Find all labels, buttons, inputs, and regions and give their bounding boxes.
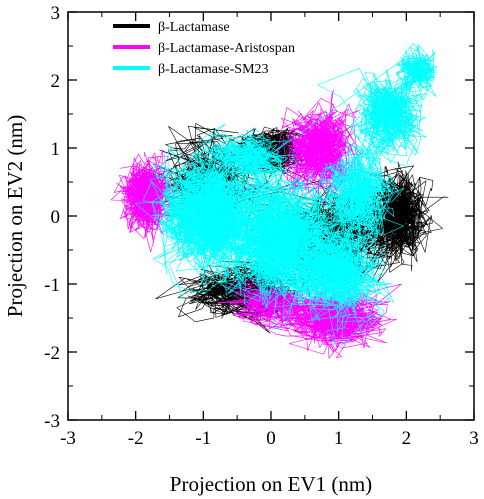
y-tick-label: -3	[44, 411, 60, 432]
axis-ticks: -3 -2 -1 0 1 2 3 -3 -2 -1 0 1 2 3	[44, 3, 479, 449]
x-tick-label: 3	[469, 428, 479, 449]
series-trace-3	[135, 43, 438, 347]
y-tick-label: -1	[44, 275, 60, 296]
legend: β-Lactamase β-Lactamase-Aristospan β-Lacta…	[113, 20, 295, 77]
series-trace-2	[110, 89, 402, 359]
y-tick-label: 1	[51, 139, 61, 160]
x-tick-label: 0	[266, 428, 276, 449]
y-tick-label: 3	[51, 3, 61, 24]
x-tick-label: 1	[334, 428, 344, 449]
legend-label: β-Lactamase	[158, 20, 230, 35]
x-tick-label: 2	[402, 428, 412, 449]
y-tick-label: 2	[51, 71, 61, 92]
data-layer	[110, 43, 449, 359]
legend-label: β-Lactamase-Aristospan	[158, 41, 295, 56]
x-tick-label: -3	[60, 428, 76, 449]
y-tick-label: -2	[44, 343, 60, 364]
x-axis-title: Projection on EV1 (nm)	[170, 472, 372, 496]
x-tick-label: -1	[195, 428, 211, 449]
x-tick-label: -2	[128, 428, 144, 449]
y-axis-title: Projection on EV2 (nm)	[3, 115, 27, 317]
legend-label: β-Lactamase-SM23	[158, 62, 269, 77]
y-tick-label: 0	[51, 207, 61, 228]
